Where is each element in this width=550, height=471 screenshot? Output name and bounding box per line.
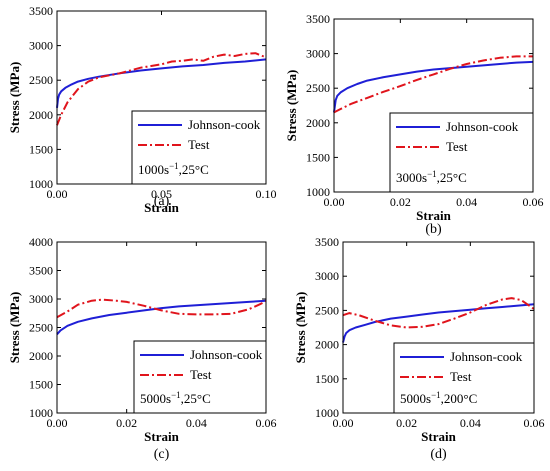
y-tick-label: 2500 — [29, 321, 53, 335]
y-tick-label: 1500 — [29, 142, 53, 156]
y-tick-label: 3500 — [315, 235, 339, 249]
chart-panel-a: 0.00 0.05 0.10 1000 1500 2000 2500 3000 3500 Stra… — [7, 4, 277, 215]
x-tick-label: 0.04 — [460, 416, 481, 430]
legend: Johnson-cook Test 5000s−1,25°C — [133, 340, 267, 414]
y-tick-label: 2000 — [29, 108, 53, 122]
x-tick-label: 0.10 — [256, 187, 277, 201]
y-tick-label: 2000 — [29, 349, 53, 363]
series-line-test — [56, 52, 267, 126]
legend-box — [131, 110, 267, 185]
legend-entry: Johnson-cook — [450, 349, 523, 364]
legend-box — [133, 340, 267, 414]
y-tick-label: 2500 — [29, 73, 53, 87]
panel-caption: (b) — [425, 222, 442, 237]
y-tick-label: 3000 — [306, 47, 330, 61]
legend-entry: Test — [188, 137, 210, 152]
y-tick-label: 1000 — [315, 406, 339, 420]
chart-panel-d: 0.00 0.02 0.04 0.06 1000 1500 2000 2500 3000 3500… — [293, 235, 545, 462]
y-tick-label: 3500 — [29, 264, 53, 278]
x-tick-label: 0.00 — [47, 187, 68, 201]
legend: Johnson-cook Test 5000s−1,200°C — [393, 342, 535, 414]
series-line-johnson-cook — [56, 299, 267, 335]
y-tick-label: 2500 — [306, 81, 330, 95]
y-tick-label: 1500 — [29, 378, 53, 392]
panel-caption: (d) — [430, 447, 447, 462]
x-axis-label: Strain — [416, 208, 451, 223]
y-tick-label: 2500 — [315, 303, 339, 317]
legend-entry: Test — [450, 369, 472, 384]
series-line-johnson-cook — [333, 60, 534, 113]
test-condition-label: 5000s−1,25°C — [140, 390, 211, 406]
x-axis-label: Strain — [421, 429, 456, 444]
y-tick-label: 3000 — [315, 269, 339, 283]
y-tick-label: 1500 — [306, 150, 330, 164]
legend-entry: Johnson-cook — [188, 117, 261, 132]
y-tick-label: 1000 — [29, 406, 53, 420]
series-line-johnson-cook — [56, 58, 267, 109]
y-tick-label: 3500 — [306, 12, 330, 26]
y-tick-label: 3500 — [29, 4, 53, 18]
x-tick-label: 0.00 — [324, 195, 345, 209]
y-tick-label: 1500 — [315, 372, 339, 386]
chart-panel-c: 0.00 0.02 0.04 0.06 1000 1500 2000 2500 3000 3500… — [7, 235, 277, 462]
x-tick-label: 0.02 — [116, 416, 137, 430]
legend-entry: Johnson-cook — [190, 347, 263, 362]
x-tick-label: 0.00 — [333, 416, 354, 430]
y-tick-label: 2000 — [315, 338, 339, 352]
series-line-johnson-cook — [342, 303, 535, 343]
x-tick-label: 0.02 — [396, 416, 417, 430]
y-tick-label: 4000 — [29, 235, 53, 249]
x-tick-label: 0.02 — [390, 195, 411, 209]
x-tick-label: 0.05 — [151, 187, 172, 201]
y-axis-label: Stress (MPa) — [7, 62, 22, 134]
series-line-test — [342, 297, 535, 329]
y-tick-label: 2000 — [306, 116, 330, 130]
test-condition-label: 3000s−1,25°C — [396, 169, 467, 185]
y-axis-label: Stress (MPa) — [284, 70, 299, 142]
y-tick-label: 1000 — [306, 185, 330, 199]
chart-panel-b: 0.00 0.02 0.04 0.06 1000 1500 2000 2500 3000 3500… — [284, 12, 544, 237]
series-line-test — [56, 298, 267, 319]
y-tick-label: 3000 — [29, 39, 53, 53]
x-axis-label: Strain — [144, 200, 179, 215]
test-condition-label: 1000s−1,25°C — [138, 161, 209, 177]
legend: Johnson-cook Test 1000s−1,25°C — [131, 110, 267, 185]
x-tick-label: 0.04 — [186, 416, 207, 430]
y-tick-label: 1000 — [29, 177, 53, 191]
panel-caption: (a) — [154, 194, 170, 209]
legend-entry: Test — [190, 367, 212, 382]
x-tick-label: 0.06 — [524, 416, 545, 430]
x-tick-label: 0.06 — [523, 195, 544, 209]
panel-caption: (c) — [154, 447, 170, 462]
x-tick-label: 0.04 — [456, 195, 477, 209]
test-condition-label: 5000s−1,200°C — [400, 390, 477, 406]
legend-entry: Johnson-cook — [446, 119, 519, 134]
x-tick-label: 0.00 — [47, 416, 68, 430]
x-axis-label: Strain — [144, 429, 179, 444]
legend: Johnson-cook Test 3000s−1,25°C — [389, 112, 534, 193]
y-axis-label: Stress (MPa) — [293, 292, 308, 364]
legend-entry: Test — [446, 139, 468, 154]
y-axis-label: Stress (MPa) — [7, 292, 22, 364]
x-tick-label: 0.06 — [256, 416, 277, 430]
y-tick-label: 3000 — [29, 292, 53, 306]
series-line-test — [333, 55, 533, 114]
